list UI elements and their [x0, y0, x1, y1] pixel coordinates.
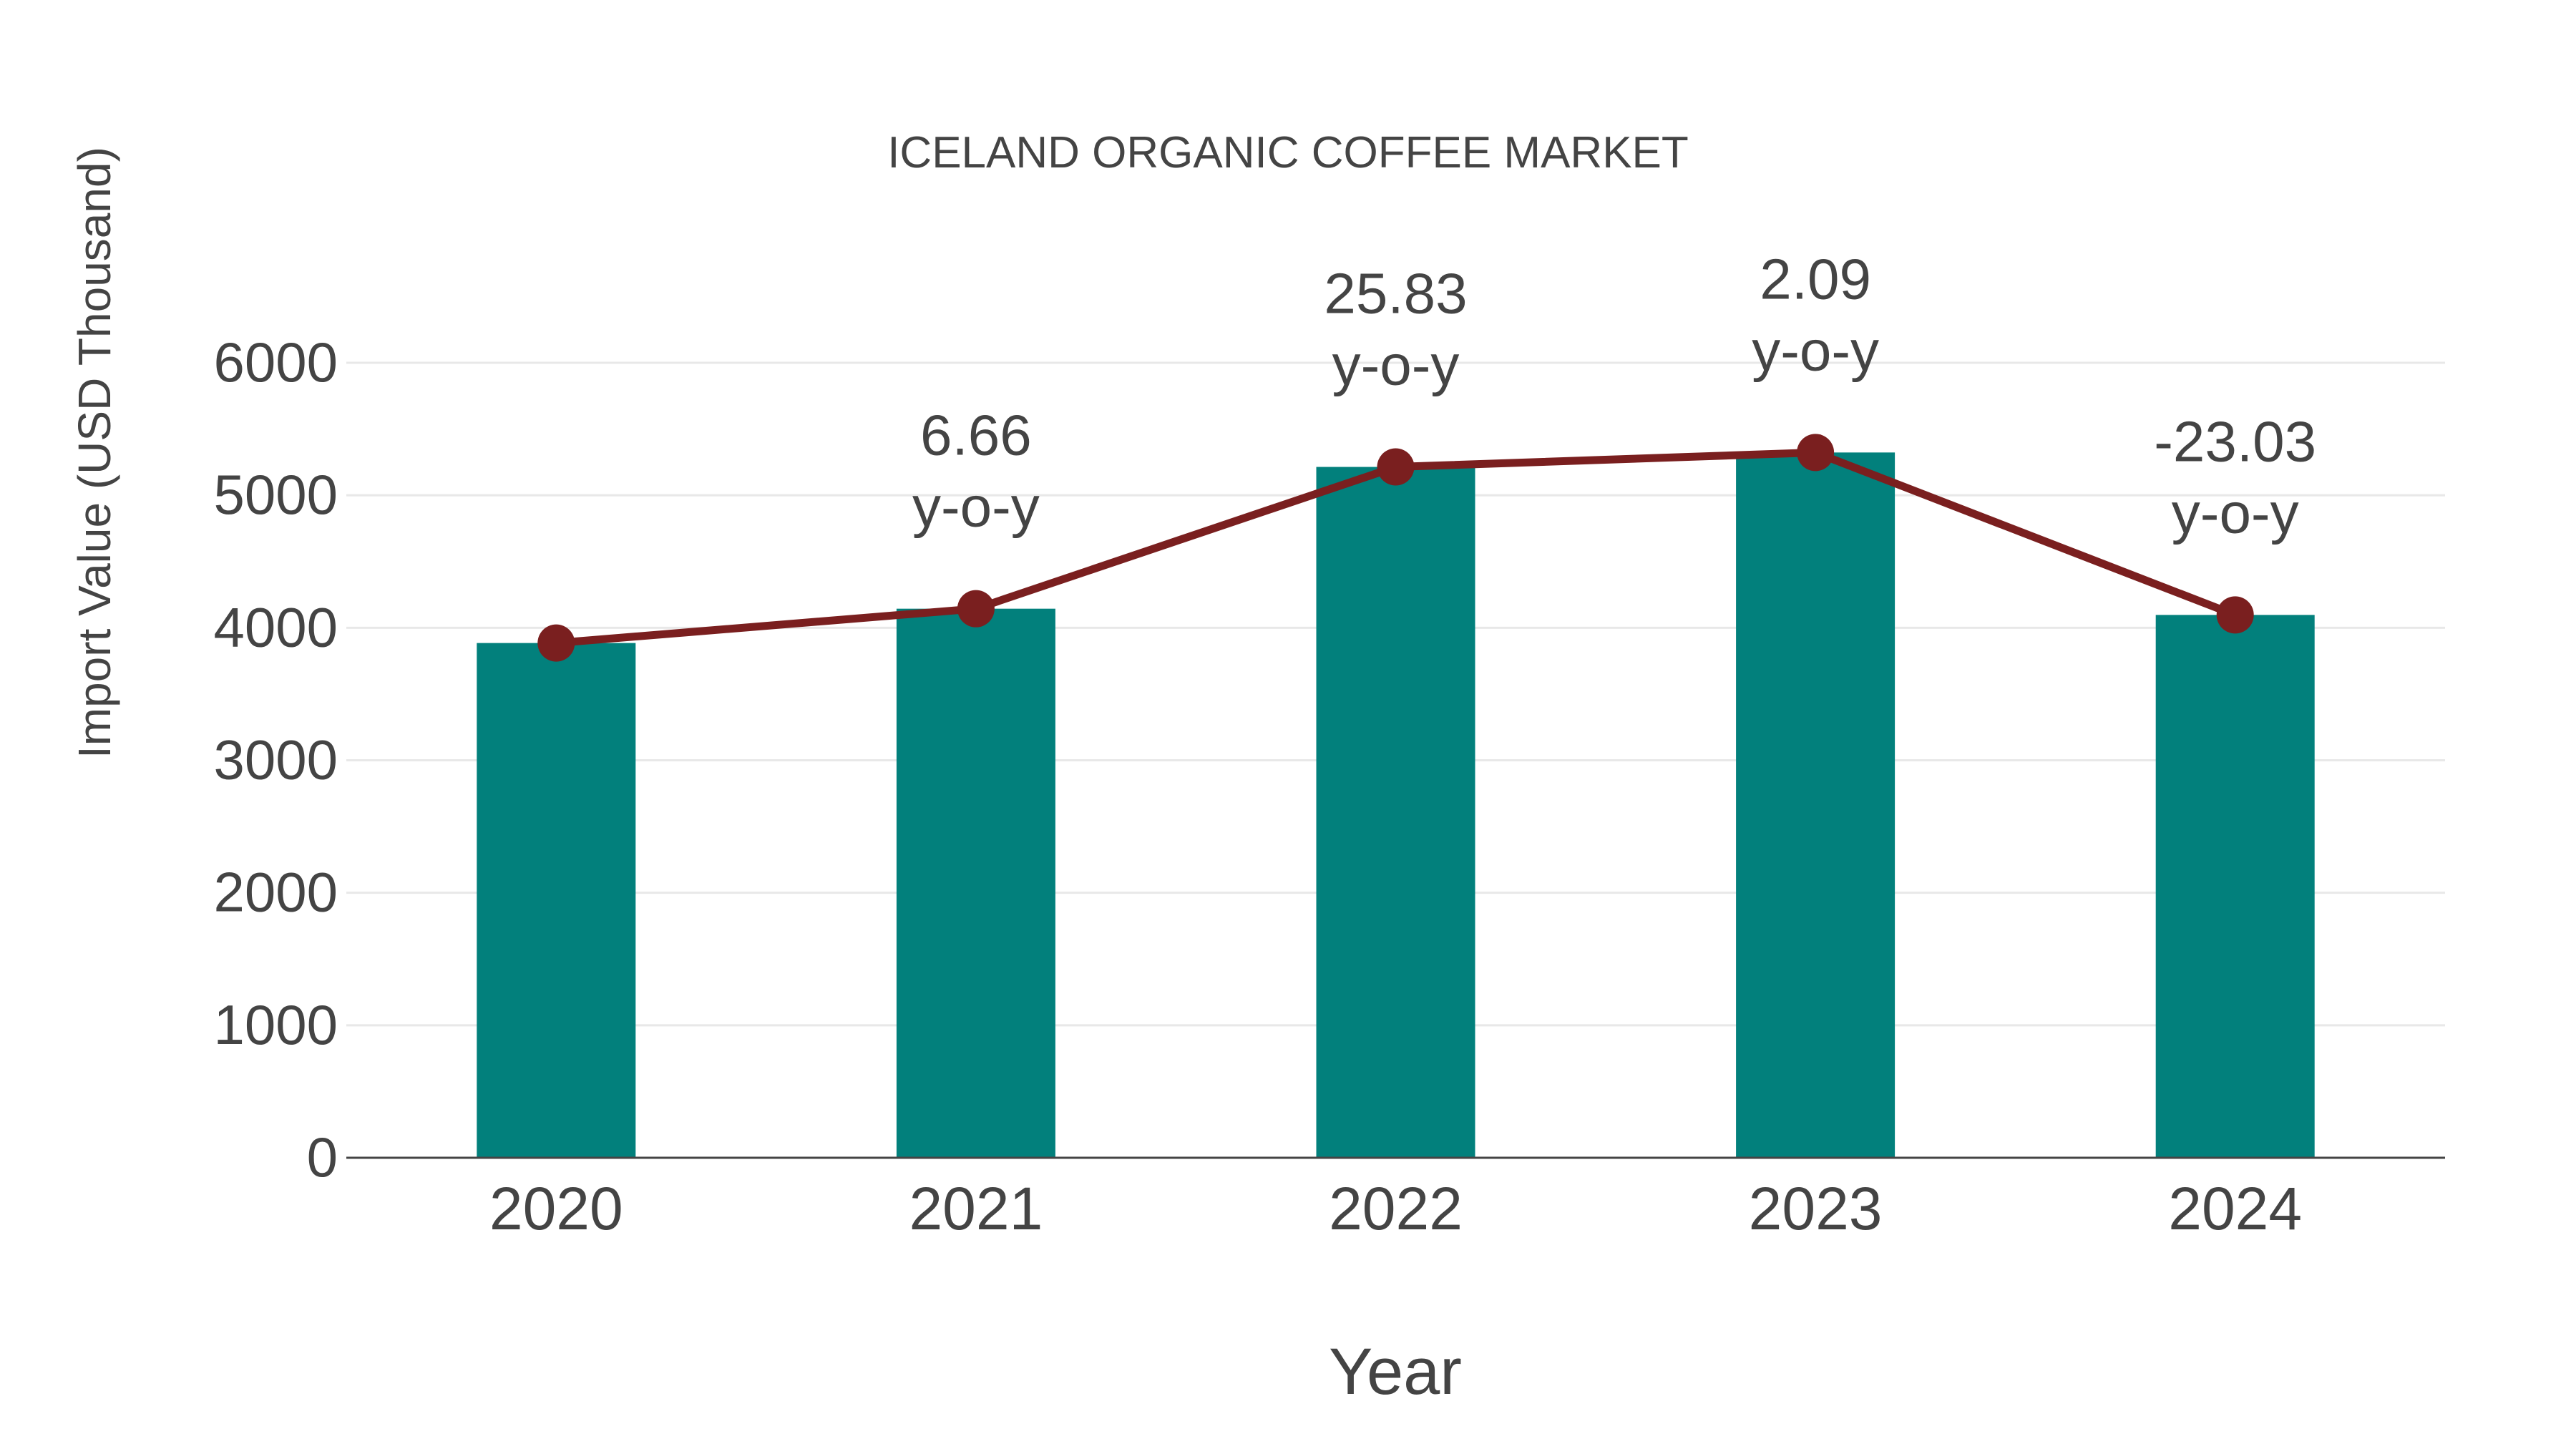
x-tick-label: 2022 — [1329, 1175, 1463, 1242]
yoy-suffix-label: y-o-y — [912, 475, 1040, 539]
y-tick-label: 3000 — [213, 728, 338, 791]
trend-marker — [2216, 596, 2254, 634]
yoy-suffix-label: y-o-y — [1752, 318, 1879, 382]
yoy-suffix-label: y-o-y — [1332, 333, 1460, 397]
yoy-value-label: 25.83 — [1324, 262, 1467, 326]
y-tick-label: 2000 — [213, 861, 338, 924]
bar-2022 — [1316, 467, 1475, 1158]
x-tick-label: 2023 — [1749, 1175, 1883, 1242]
y-tick-label: 1000 — [213, 993, 338, 1056]
yoy-value-label: -23.03 — [2154, 409, 2316, 473]
x-tick-label: 2024 — [2168, 1175, 2302, 1242]
bar-2023 — [1736, 452, 1896, 1158]
y-tick-label: 5000 — [213, 463, 338, 526]
bar-2021 — [896, 608, 1055, 1158]
y-tick-label: 6000 — [213, 331, 338, 394]
trend-marker — [1377, 448, 1415, 486]
bar-2024 — [2155, 615, 2315, 1158]
yoy-value-label: 2.09 — [1760, 247, 1871, 311]
x-axis-title: Year — [1329, 1335, 1462, 1408]
yoy-value-label: 6.66 — [920, 404, 1032, 467]
bar-2020 — [477, 643, 636, 1158]
x-tick-label: 2021 — [909, 1175, 1043, 1242]
x-tick-label: 2020 — [489, 1175, 623, 1242]
yoy-suffix-label: y-o-y — [2172, 481, 2299, 545]
y-axis-title: Import Value (USD Thousand) — [69, 147, 120, 758]
chart-title: ICELAND ORGANIC COFFEE MARKET — [887, 128, 1689, 177]
trend-marker — [1797, 434, 1835, 472]
trend-marker — [957, 590, 995, 628]
trend-marker — [537, 624, 575, 662]
y-tick-label: 4000 — [213, 595, 338, 658]
y-tick-label: 0 — [307, 1126, 338, 1189]
